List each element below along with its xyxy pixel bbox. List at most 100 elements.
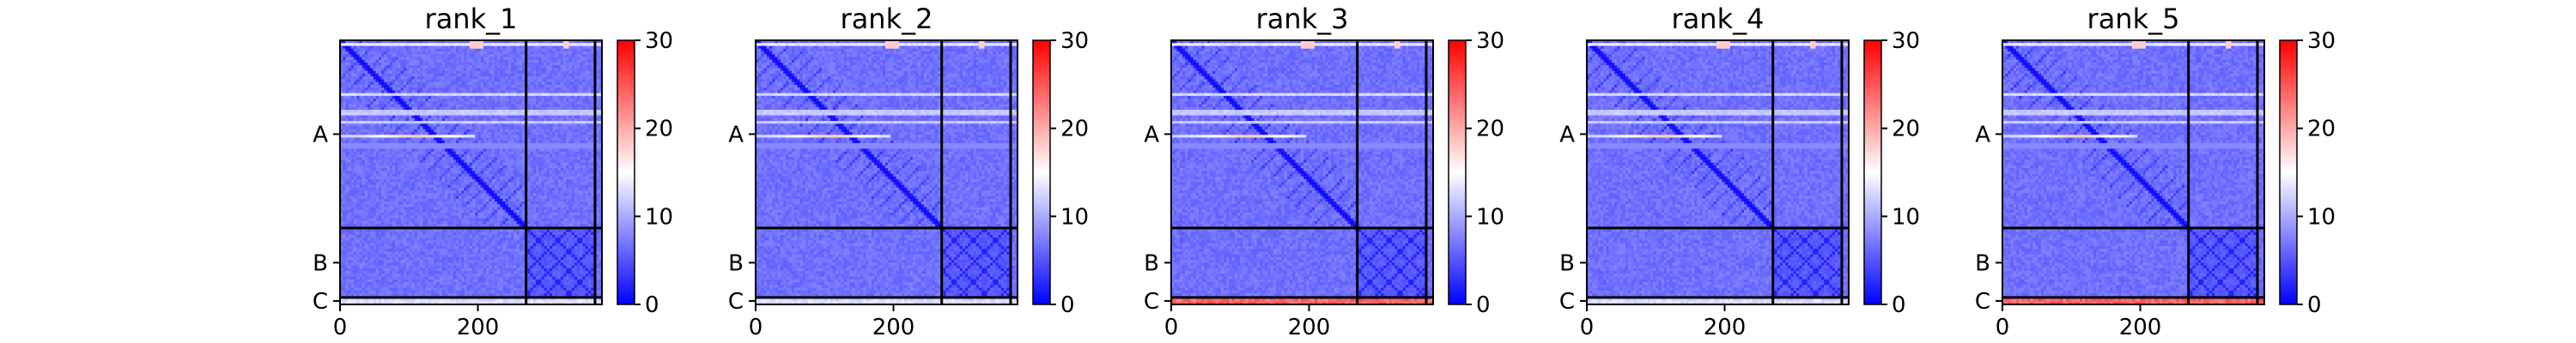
heatmap-cell [519, 141, 523, 144]
heatmap-cell [456, 45, 459, 49]
heatmap-cell [459, 116, 462, 119]
heatmap-cell [486, 107, 489, 111]
heatmap-cell [415, 85, 418, 88]
heatmap-cell [445, 132, 448, 135]
heatmap-cell [550, 76, 553, 80]
heatmap-cell [384, 101, 387, 105]
heatmap-cell [470, 65, 473, 69]
heatmap-cell [544, 105, 548, 108]
heatmap-cell [431, 121, 434, 124]
heatmap-cell [467, 49, 471, 52]
heatmap-cell [464, 105, 467, 108]
heatmap-cell [401, 107, 404, 111]
heatmap-cell [586, 43, 589, 46]
heatmap-cell [351, 99, 355, 102]
heatmap-cell [566, 132, 569, 135]
heatmap-cell [431, 116, 434, 119]
heatmap-cell [409, 90, 412, 93]
heatmap-cell [547, 129, 550, 133]
heatmap-cell [345, 129, 349, 133]
heatmap-cell [577, 123, 580, 127]
heatmap-cell [417, 54, 421, 57]
heatmap-cell [445, 45, 448, 49]
heatmap-cell [555, 43, 558, 46]
heatmap-cell [456, 51, 459, 55]
heatmap-cell [445, 118, 448, 122]
heatmap-cell [459, 137, 462, 141]
heatmap-cell [436, 60, 440, 63]
heatmap-cell [497, 54, 501, 57]
heatmap-cell [349, 135, 352, 138]
heatmap-cell [492, 76, 495, 80]
heatmap-cell [497, 135, 501, 138]
heatmap-cell [404, 63, 407, 66]
heatmap-cell [376, 121, 380, 124]
heatmap-cell [470, 57, 473, 60]
heatmap-cell [475, 68, 478, 71]
heatmap-cell [379, 105, 382, 108]
heatmap-cell [588, 74, 592, 77]
heatmap-cell [552, 65, 556, 69]
heatmap-cell [450, 112, 453, 116]
heatmap-cell [511, 57, 514, 60]
heatmap-cell [349, 107, 352, 111]
heatmap-cell [392, 107, 396, 111]
heatmap-cell [345, 82, 349, 86]
heatmap-cell [379, 116, 382, 119]
heatmap-cell [387, 74, 391, 77]
heatmap-cell [522, 123, 526, 127]
heatmap-cell [345, 68, 349, 71]
heatmap-cell [349, 141, 352, 144]
heatmap-cell [577, 141, 580, 144]
heatmap-cell [481, 54, 484, 57]
heatmap-cell [475, 105, 478, 108]
heatmap-cell [379, 123, 382, 127]
heatmap-cell [362, 118, 366, 122]
heatmap-cell [390, 90, 393, 93]
heatmap-cell [583, 65, 586, 69]
heatmap-cell [472, 87, 476, 91]
heatmap-cell [478, 118, 482, 122]
heatmap-cell [538, 93, 542, 97]
heatmap-cell [531, 121, 534, 124]
heatmap-cell [483, 90, 487, 93]
heatmap-cell [420, 93, 423, 97]
heatmap-cell [411, 107, 415, 111]
heatmap-cell [370, 85, 374, 88]
heatmap-cell [356, 132, 360, 135]
heatmap-cell [588, 112, 592, 116]
heatmap-cell [426, 123, 429, 127]
heatmap-cell [591, 137, 594, 141]
heatmap-cell [572, 85, 575, 88]
heatmap-cell [500, 49, 503, 52]
heatmap-cell [475, 90, 478, 93]
heatmap-cell [345, 87, 349, 91]
heatmap-cell [527, 60, 531, 63]
heatmap-cell [566, 71, 569, 75]
heatmap-cell [436, 85, 440, 88]
heatmap-cell [464, 137, 467, 141]
heatmap-cell [392, 112, 396, 116]
heatmap-cell [415, 129, 418, 133]
heatmap-cell [445, 54, 448, 57]
heatmap-cell [475, 85, 478, 88]
heatmap-cell [536, 107, 539, 111]
heatmap-cell [580, 57, 583, 60]
heatmap-cell [513, 43, 517, 46]
heatmap-cell [464, 116, 467, 119]
heatmap-cell [411, 63, 415, 66]
heatmap-cell [392, 105, 396, 108]
heatmap-cell [445, 141, 448, 144]
heatmap-cell [436, 127, 440, 130]
heatmap-cell [417, 143, 421, 147]
heatmap-cell [597, 51, 600, 55]
heatmap-cell [401, 93, 404, 97]
heatmap-cell [453, 99, 457, 102]
heatmap-cell [459, 90, 462, 93]
heatmap-cell [572, 137, 575, 141]
heatmap-cell [574, 63, 578, 66]
heatmap-cell [531, 65, 534, 69]
heatmap-cell [398, 135, 401, 138]
heatmap-cell [536, 137, 539, 141]
heatmap-cell [533, 90, 537, 93]
